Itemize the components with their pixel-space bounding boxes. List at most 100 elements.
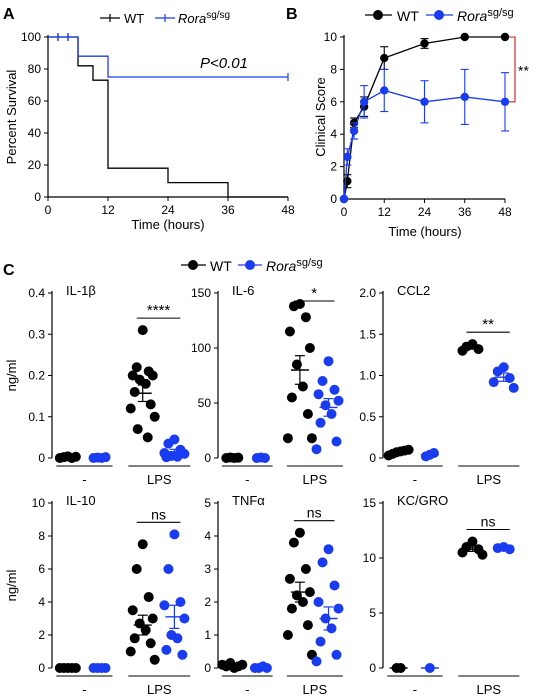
- il-6-title: IL-6: [232, 283, 254, 298]
- il-6-wt-lps-point: [304, 343, 315, 353]
- kc-gro-significance-label: ns: [481, 514, 496, 530]
- kc-gro-group-ctrl-label: -: [413, 682, 417, 697]
- ccl2-ror-lps-point: [492, 366, 503, 377]
- il-10-y-tick-label: 10: [32, 496, 46, 510]
- b-y-axis-label: Clinical Score: [313, 77, 328, 156]
- il-6-ror-lps-point: [317, 376, 328, 386]
- tnf-y-tick-label: 2: [204, 595, 211, 609]
- b-wt-point: [460, 32, 469, 42]
- kc-gro-title: KC/GRO: [397, 493, 448, 508]
- il-10-group-ctrl-label: -: [82, 682, 86, 697]
- ccl2-wt-lps-point: [473, 344, 484, 355]
- il-6-ror-lps-point: [311, 444, 322, 455]
- il-10-ror-lps-point: [177, 649, 188, 660]
- il-10-y-tick-label: 2: [38, 628, 45, 642]
- b-significance-label: **: [518, 62, 529, 78]
- il-6-ror-lps-point: [323, 356, 334, 367]
- b-x-tick-label: 36: [458, 205, 472, 219]
- ccl2-y-tick-label: 0: [369, 451, 376, 465]
- il-10-y-tick-label: 6: [38, 562, 45, 576]
- b-rora-point: [500, 97, 510, 107]
- tnf-ror-lps-point: [311, 656, 322, 667]
- il-1-wt-lps-point: [125, 403, 136, 414]
- il-1-wt-lps-point: [132, 424, 143, 435]
- il-1-wt-lps-point: [129, 387, 140, 397]
- il-1-wt-lps-point: [147, 370, 158, 381]
- a-y-tick-label: 80: [28, 62, 42, 76]
- a-y-tick-label: 60: [28, 94, 42, 108]
- kc-gro-y-tick-label: 10: [363, 551, 377, 565]
- c-legend-wt-marker: [188, 260, 198, 270]
- a-legend-wt-label: WT: [124, 11, 144, 26]
- il-6-wt-lps-point: [284, 326, 295, 337]
- b-legend-wt-label: WT: [397, 8, 419, 24]
- b-legend-rora-label: Rorasg/sg: [457, 7, 514, 24]
- ccl2-y-tick-label: 2.0: [359, 286, 376, 300]
- tnf-y-tick-label: 5: [204, 496, 211, 510]
- il-10-wt-lps-point: [149, 654, 160, 665]
- il-1-wt-lps-point: [137, 325, 148, 336]
- il-6-group-ctrl-label: -: [245, 472, 249, 487]
- b-wt-point: [500, 32, 510, 42]
- a-x-tick-label: 12: [101, 203, 115, 217]
- a-x-tick-label: 24: [161, 203, 175, 217]
- b-rora-point: [349, 126, 359, 136]
- il-6-ror-lps-point: [313, 389, 324, 400]
- tnf-group-ctrl-label: -: [245, 682, 249, 697]
- il-10-wt-lps-point: [129, 633, 140, 644]
- il-10-ror-lps-point: [163, 564, 174, 574]
- a-series-wt-line: [48, 36, 288, 198]
- b-y-tick-label: 0: [330, 192, 337, 206]
- kc-gro-wt-lps-point: [477, 549, 488, 560]
- il-10-wt-lps-point: [147, 613, 158, 624]
- tnf-wt-lps-point: [300, 564, 311, 574]
- b-y-tick-label: 2: [330, 160, 337, 174]
- il-6-wt-lps-point: [282, 433, 293, 444]
- b-x-tick-label: 24: [418, 205, 432, 219]
- il-1-y-tick-label: 0.3: [28, 327, 45, 341]
- tnf-wt-lps-point: [284, 573, 295, 584]
- il-6-wt-lps-point: [288, 301, 299, 312]
- a-x-tick-label: 36: [221, 203, 235, 217]
- il-10-ror-lps-point: [169, 529, 180, 540]
- il-10-wt-lps-point: [131, 564, 142, 574]
- il-10-y-tick-label: 0: [38, 661, 45, 675]
- ccl2-wt-lps-point: [457, 345, 468, 356]
- ccl2-y-tick-label: 1.0: [359, 369, 376, 383]
- il-1-wt-lps-point: [142, 432, 153, 443]
- b-x-tick-label: 0: [341, 205, 348, 219]
- il-10-wt-lps-point: [145, 638, 156, 649]
- il-1-ror-lps-point: [161, 452, 172, 463]
- b-x-axis-label: Time (hours): [388, 224, 461, 239]
- il-6-ror-lps-point: [329, 384, 340, 395]
- il-6-wt-lps-point: [306, 433, 317, 444]
- il-1-y-tick-label: 0.4: [28, 286, 45, 300]
- il-6-y-tick-label: 150: [191, 286, 211, 300]
- tnf-ror-lps-point: [329, 580, 340, 591]
- il-10-wt-lps-point: [137, 539, 148, 550]
- il-10-y-tick-label: 8: [38, 529, 45, 543]
- il-10-wt-lps-point: [125, 646, 136, 657]
- b-rora-point: [380, 86, 389, 95]
- il-6-wt-lps-point: [300, 312, 311, 323]
- b-rora-point: [343, 152, 352, 162]
- il-1-y-tick-label: 0: [38, 451, 45, 465]
- a-y-tick-label: 100: [21, 30, 41, 44]
- tnf-title: TNFα: [232, 493, 265, 508]
- b-rora-point: [420, 97, 429, 107]
- ccl2-ror-lps-point: [504, 372, 515, 383]
- ccl2-group-lps-label: LPS: [477, 472, 502, 487]
- il-10-ror-lps-point: [159, 600, 170, 611]
- tnf-wt-lps-point: [286, 603, 297, 614]
- ccl2-significance-label: **: [482, 316, 494, 333]
- il-1-title: IL-1β: [66, 283, 96, 298]
- il-10-wt-lps-point: [143, 592, 154, 603]
- a-series-rora-line: [48, 36, 288, 78]
- il-1-significance-label: ****: [147, 302, 171, 319]
- il-10-significance-label: ns: [151, 506, 166, 522]
- il-10-group-lps-label: LPS: [147, 682, 172, 697]
- tnf-wt-lps-point: [302, 620, 313, 631]
- b-rora-point: [359, 97, 369, 107]
- il-1-wt-lps-point: [149, 411, 160, 422]
- tnf-ror-lps-point: [333, 603, 344, 614]
